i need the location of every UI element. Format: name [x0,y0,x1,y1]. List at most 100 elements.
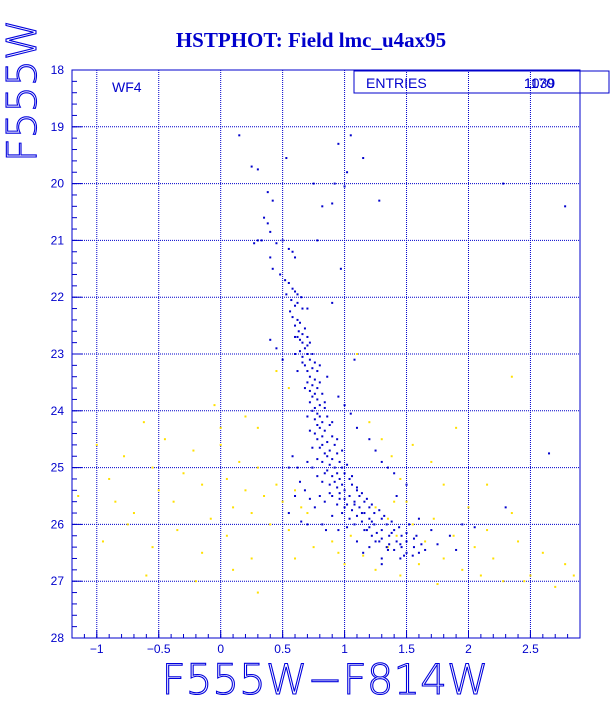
blue-data-point [398,526,401,529]
blue-data-point [378,199,381,202]
blue-data-point [318,404,321,407]
blue-data-point [337,395,340,398]
blue-data-point [336,503,339,506]
x-tick-label: −1 [90,642,104,656]
blue-data-point [336,486,339,489]
chart-title: HSTPHOT: Field lmc_u4ax95 [176,28,446,52]
blue-data-point [321,205,324,208]
yellow-data-point [452,534,455,537]
blue-data-point [355,426,358,429]
yellow-data-point [529,574,532,577]
blue-data-point [328,449,331,452]
blue-data-point [312,182,315,185]
blue-data-point [311,367,314,370]
yellow-data-point [380,438,383,441]
blue-data-point [301,361,304,364]
yellow-data-point [238,460,241,463]
blue-data-point [341,512,344,515]
blue-data-point [461,523,464,526]
blue-data-point [355,514,358,517]
yellow-data-point [172,500,175,503]
blue-data-point [362,157,365,160]
blue-data-point [378,540,381,543]
yellow-data-point [275,370,278,373]
yellow-data-point [467,506,470,509]
yellow-data-point [411,523,414,526]
blue-data-point [291,316,294,319]
blue-data-point [256,168,259,171]
yellow-data-point [374,506,377,509]
yellow-data-point [479,574,482,577]
y-tick-label: 24 [51,404,65,418]
blue-data-point [430,529,433,532]
blue-data-point [388,543,391,546]
blue-data-point [303,489,306,492]
yellow-data-point [256,426,259,429]
blue-data-point [349,134,352,137]
blue-data-point [306,344,309,347]
blue-data-point [385,523,388,526]
blue-data-point [281,239,284,242]
blue-data-point [360,492,363,495]
panel-label: WF4 [112,79,142,95]
blue-data-point [303,347,306,350]
yellow-data-point [411,443,414,446]
blue-data-point [318,364,321,367]
blue-data-point [306,415,309,418]
blue-data-point [504,506,507,509]
blue-data-point [331,301,334,304]
blue-data-point [326,441,329,444]
yellow-data-point [163,438,166,441]
blue-data-point [318,415,321,418]
blue-data-point [281,358,284,361]
yellow-data-point [287,387,290,390]
yellow-data-point [114,500,117,503]
blue-data-point [294,256,297,259]
blue-data-point [420,543,423,546]
blue-data-point [412,546,415,549]
blue-data-point [353,358,356,361]
yellow-data-point [77,495,80,497]
blue-data-point [338,460,341,463]
blue-data-point [275,242,278,245]
blue-data-point [250,165,253,168]
yellow-data-point [510,512,513,515]
blue-data-point [368,517,371,520]
blue-points [238,134,567,566]
yellow-data-point [395,534,398,537]
blue-data-point [294,495,297,497]
yellow-data-point [564,563,567,566]
yellow-data-point [256,591,259,594]
yellow-data-point [182,472,185,475]
blue-data-point [365,497,368,500]
yellow-data-point [275,483,278,486]
yellow-data-point [541,551,544,554]
yellow-data-point [281,500,284,503]
blue-data-point [399,557,402,560]
blue-data-point [370,534,373,537]
blue-data-point [313,406,316,409]
blue-data-point [370,503,373,506]
blue-data-point [303,387,306,390]
yellow-points [77,353,575,594]
blue-data-point [318,381,321,384]
yellow-data-point [300,506,303,509]
blue-data-point [331,514,334,517]
blue-data-point [400,534,403,537]
yellow-data-point [201,551,204,554]
blue-data-point [313,418,316,421]
blue-data-point [339,267,342,270]
blue-data-point [365,529,368,532]
blue-data-point [256,239,259,242]
blue-data-point [311,353,314,355]
blue-data-point [362,551,365,554]
blue-data-point [316,398,319,401]
blue-data-point [341,466,344,469]
blue-data-point [564,205,567,208]
blue-data-point [326,415,329,418]
blue-data-point [548,452,551,455]
blue-data-point [386,548,389,551]
blue-data-point [373,523,376,526]
yellow-data-point [263,495,266,497]
yellow-data-point [399,477,402,480]
